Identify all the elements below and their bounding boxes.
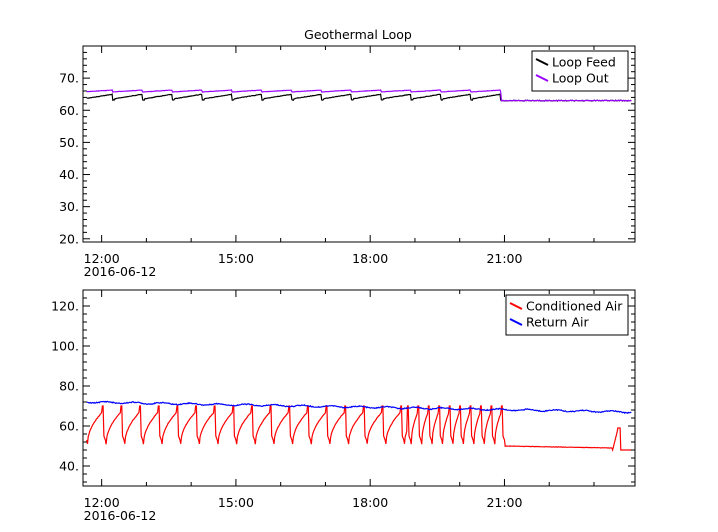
series-line-loop-out [86,89,632,102]
x-tick-label: 12:00 [84,251,120,266]
legend-swatch [535,58,549,66]
plot-frame [82,289,636,487]
y-tick-label: 60. [59,103,79,118]
series-line-conditioned-air [86,405,632,453]
x-tick-label: 18:00 [352,495,388,510]
geothermal-loop-panel: Geothermal Loop 20. 30. 40. 50. 60. 70. 12:00 1… [59,27,636,279]
legend-box [531,50,629,92]
legend-box [505,294,629,336]
chart-title: Geothermal Loop [304,27,412,42]
x-tick-label: 21:00 [486,251,522,266]
x-tick-label: 18:00 [352,251,388,266]
legend-label: Conditioned Air [526,299,623,314]
legend-swatch [509,318,523,326]
series-line-return-air [86,400,632,414]
x-tick-label: 12:00 [84,495,120,510]
y-tick-label: 40. [59,167,79,182]
y-tick-label: 30. [59,199,79,214]
y-tick-label: 60. [59,419,79,434]
y-tick-label: 120. [51,299,79,314]
x-date-label: 2016-06-12 [84,508,157,523]
y-tick-label: 50. [59,135,79,150]
x-tick-label: 15:00 [218,251,254,266]
x-date-label: 2016-06-12 [84,264,157,279]
y-tick-label: 80. [59,379,79,394]
air-temperature-panel: 40. 60. 80. 100. 120. 12:00 15:00 18:00 21:00 201… [51,289,636,523]
legend-swatch [509,302,523,310]
x-tick-label: 15:00 [218,495,254,510]
x-tick-label: 21:00 [486,495,522,510]
legend-label: Loop Feed [552,55,616,70]
legend-label: Return Air [526,315,589,330]
plot-area-top: 20. 30. 40. 50. 60. 70. 12:00 15:00 18:00 21:00 20… [59,45,636,279]
y-tick-label: 100. [51,339,79,354]
legend-swatch [535,74,549,82]
plot-frame [82,45,636,243]
y-tick-label: 40. [59,459,79,474]
y-tick-label: 20. [59,231,79,246]
y-tick-label: 70. [59,71,79,86]
legend-label: Loop Out [552,71,609,86]
plot-area-bottom: 40. 60. 80. 100. 120. 12:00 15:00 18:00 21:00 201… [51,289,636,523]
